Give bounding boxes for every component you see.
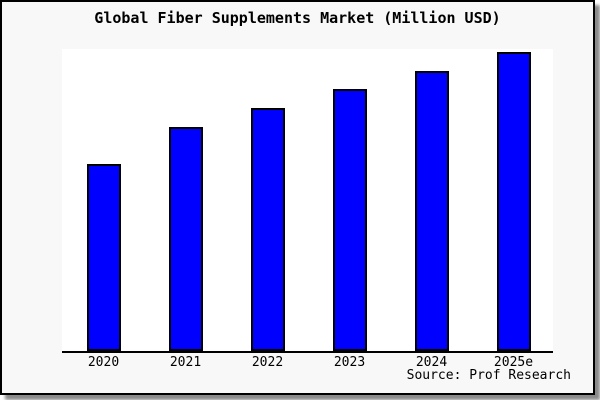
- x-tick-label-2023: 2023: [333, 355, 366, 370]
- x-tick-label-2022: 2022: [251, 355, 284, 370]
- chart-card: Global Fiber Supplements Market (Million…: [0, 0, 595, 395]
- source-credit: Source: Prof Research: [406, 368, 571, 383]
- x-tick-label-2024: 2024: [415, 355, 448, 370]
- x-axis-line: [62, 351, 553, 353]
- bar-2021: [168, 127, 203, 351]
- chart-title: Global Fiber Supplements Market (Million…: [94, 9, 501, 27]
- bar-2023: [332, 89, 367, 351]
- bar-2022: [250, 108, 285, 351]
- bar-2025e: [496, 52, 531, 351]
- plot-area: [62, 49, 553, 351]
- bar-2020: [86, 164, 121, 351]
- bar-2024: [414, 71, 449, 351]
- x-tick-label-2021: 2021: [169, 355, 202, 370]
- x-tick-label-2025e: 2025e: [493, 355, 534, 370]
- x-tick-label-2020: 2020: [87, 355, 120, 370]
